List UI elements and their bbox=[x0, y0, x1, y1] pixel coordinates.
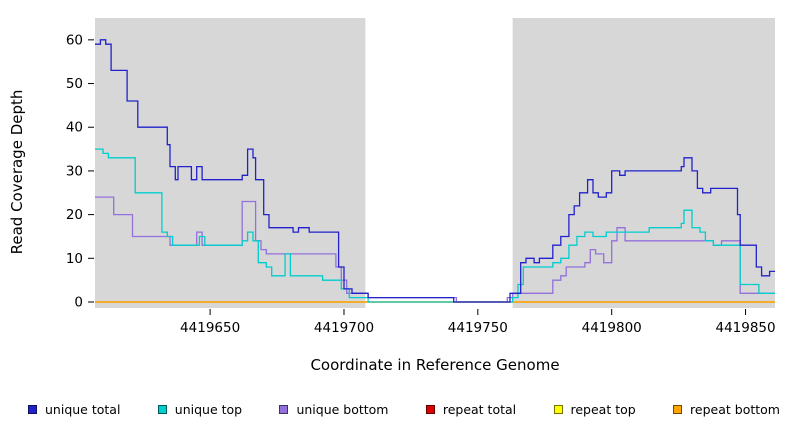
svg-text:0: 0 bbox=[74, 295, 83, 311]
svg-text:30: 30 bbox=[66, 163, 83, 179]
svg-text:50: 50 bbox=[66, 76, 83, 92]
legend-swatch-repeat-bottom bbox=[673, 405, 683, 414]
svg-text:4419800: 4419800 bbox=[582, 320, 642, 336]
legend-swatch-repeat-total bbox=[425, 405, 435, 414]
svg-text:4419750: 4419750 bbox=[448, 320, 508, 336]
legend-item-unique-total: unique total bbox=[28, 402, 120, 417]
legend-item-unique-bottom: unique bottom bbox=[279, 402, 389, 417]
legend-label-repeat-total: repeat total bbox=[442, 402, 517, 417]
legend-swatch-unique-total bbox=[28, 405, 37, 414]
svg-text:40: 40 bbox=[66, 120, 83, 136]
legend-label-unique-total: unique total bbox=[45, 402, 121, 417]
legend-label-repeat-top: repeat top bbox=[570, 402, 636, 417]
legend: unique total unique top unique bottom re… bbox=[28, 402, 780, 417]
legend-label-unique-bottom: unique bottom bbox=[296, 402, 389, 417]
svg-text:60: 60 bbox=[66, 32, 83, 48]
legend-swatch-unique-bottom bbox=[279, 405, 289, 414]
legend-swatch-unique-top bbox=[157, 405, 167, 414]
legend-swatch-repeat-top bbox=[553, 405, 563, 414]
legend-label-unique-top: unique top bbox=[174, 402, 243, 417]
legend-item-repeat-bottom: repeat bottom bbox=[673, 402, 780, 417]
svg-text:10: 10 bbox=[66, 251, 83, 267]
legend-item-repeat-total: repeat total bbox=[425, 402, 517, 417]
x-axis-label: Coordinate in Reference Genome bbox=[310, 356, 560, 374]
legend-item-repeat-top: repeat top bbox=[553, 402, 636, 417]
y-axis-label: Read Coverage Depth bbox=[8, 89, 26, 255]
svg-text:4419700: 4419700 bbox=[314, 320, 374, 336]
legend-item-unique-top: unique top bbox=[157, 402, 243, 417]
svg-text:4419850: 4419850 bbox=[715, 320, 775, 336]
legend-label-repeat-bottom: repeat bottom bbox=[690, 402, 780, 417]
svg-text:20: 20 bbox=[66, 207, 83, 223]
svg-text:4419650: 4419650 bbox=[180, 320, 240, 336]
plot-svg: 0 10 20 30 40 50 60 4419650 4419700 4419750 441980… bbox=[66, 18, 776, 336]
